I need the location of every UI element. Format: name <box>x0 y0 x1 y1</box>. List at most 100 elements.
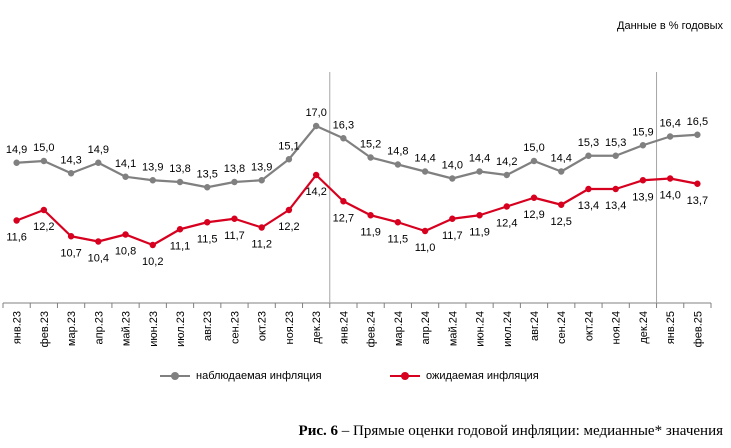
data-point-observed <box>40 157 48 165</box>
data-point-expected <box>149 241 156 249</box>
x-tick-label: авг.24 <box>529 311 541 341</box>
legend-swatch-observed <box>160 371 190 381</box>
x-tick-label: фев.25 <box>692 311 704 347</box>
data-point-observed <box>258 177 265 184</box>
data-label-observed: 16,5 <box>687 116 708 128</box>
data-label-observed: 14,3 <box>60 154 81 166</box>
data-point-expected <box>285 206 293 214</box>
data-point-observed <box>421 168 429 175</box>
data-label-observed: 16,4 <box>659 118 680 130</box>
data-point-observed <box>122 173 129 180</box>
data-point-observed <box>558 168 565 175</box>
data-label-expected: 13,4 <box>578 200 599 212</box>
x-tick-label: май.23 <box>121 311 133 346</box>
data-point-observed <box>231 178 238 186</box>
data-label-observed: 13,9 <box>251 161 272 173</box>
data-point-expected <box>258 224 265 231</box>
data-point-observed <box>503 171 510 179</box>
x-tick-label: янв.25 <box>665 311 677 344</box>
data-point-observed <box>585 152 592 159</box>
data-label-observed: 15,3 <box>605 137 626 149</box>
series-line-observed <box>16 124 698 189</box>
data-label-expected: 12,7 <box>333 212 354 224</box>
data-label-expected: 14,2 <box>305 186 326 198</box>
figure-caption: Рис. 6 – Прямые оценки годовой инфляции:… <box>299 423 723 440</box>
data-label-expected: 11,1 <box>170 240 191 252</box>
x-tick-label: сен.23 <box>229 311 241 344</box>
x-tick-label: июн.23 <box>148 311 160 347</box>
data-point-expected <box>639 177 647 184</box>
data-label-observed: 15,3 <box>578 137 599 149</box>
data-point-expected <box>231 215 238 222</box>
legend-item-observed: наблюдаемая инфляция <box>160 370 322 382</box>
data-point-observed <box>176 178 184 186</box>
legend-label-observed: наблюдаемая инфляция <box>196 370 322 382</box>
data-point-expected <box>13 217 20 224</box>
data-point-expected <box>694 180 701 187</box>
x-tick-label: янв.24 <box>338 311 350 344</box>
data-point-expected <box>394 219 402 226</box>
data-point-observed <box>449 175 456 182</box>
x-tick-label: дек.24 <box>638 311 650 344</box>
data-point-observed <box>149 177 156 184</box>
data-label-expected: 11,9 <box>360 226 381 238</box>
data-point-observed <box>204 184 211 191</box>
units-note: Данные в % годовых <box>617 20 723 32</box>
x-tick-label: май.24 <box>447 311 459 346</box>
data-label-observed: 17,0 <box>305 107 326 119</box>
data-point-observed <box>639 142 647 149</box>
data-point-observed <box>476 168 483 175</box>
data-label-expected: 13,4 <box>605 200 626 212</box>
data-label-observed: 14,2 <box>496 156 517 168</box>
data-point-observed <box>394 161 402 168</box>
data-point-observed <box>530 157 538 165</box>
data-label-observed: 13,8 <box>169 163 190 175</box>
x-tick-label: окт.24 <box>583 311 595 341</box>
data-label-observed: 15,1 <box>278 140 299 152</box>
data-label-expected: 12,2 <box>278 221 299 233</box>
data-point-expected <box>449 215 456 222</box>
data-point-expected <box>558 201 565 208</box>
data-label-expected: 11,7 <box>442 230 463 242</box>
data-point-expected <box>340 198 347 205</box>
data-label-expected: 11,0 <box>415 242 436 254</box>
data-label-observed: 14,4 <box>469 153 490 165</box>
inflation-line-chart: янв.23 фев.23 мар.23 апр.23 май.23 июн.23 июл.… <box>2 72 712 347</box>
data-label-observed: 15,2 <box>360 139 381 151</box>
data-point-observed <box>13 159 20 166</box>
caption-text: – Прямые оценки годовой инфляции: медиан… <box>338 423 723 439</box>
data-label-observed: 14,4 <box>414 153 435 165</box>
x-tick-label: июл.23 <box>175 311 187 347</box>
x-tick-label: июн.24 <box>475 311 487 347</box>
data-point-expected <box>666 175 674 182</box>
data-label-observed: 15,0 <box>523 142 544 154</box>
data-label-observed: 16,3 <box>333 119 354 131</box>
data-point-expected <box>67 233 75 240</box>
data-label-observed: 13,9 <box>142 161 163 173</box>
x-tick-label: мар.24 <box>393 311 405 346</box>
legend-label-expected: ожидаемая инфляция <box>426 370 539 382</box>
data-label-expected: 12,4 <box>496 218 517 230</box>
data-point-observed <box>694 131 701 138</box>
data-label-observed: 15,9 <box>632 126 653 138</box>
data-label-expected: 10,7 <box>60 247 81 259</box>
x-tick-label: апр.24 <box>420 311 432 344</box>
data-point-observed <box>340 135 347 142</box>
data-point-observed <box>612 152 619 159</box>
data-label-expected: 13,7 <box>687 195 708 207</box>
legend-swatch-expected <box>390 371 420 381</box>
data-label-observed: 14,9 <box>88 144 109 156</box>
data-point-expected <box>530 194 538 201</box>
data-point-expected <box>122 231 129 238</box>
data-label-expected: 12,2 <box>33 221 54 233</box>
data-label-expected: 10,8 <box>115 246 136 258</box>
x-tick-label: ноя.24 <box>611 311 623 344</box>
data-point-expected <box>40 206 48 214</box>
data-label-expected: 11,6 <box>6 232 27 244</box>
data-label-expected: 11,5 <box>197 233 218 245</box>
x-tick-label: мар.23 <box>66 311 78 346</box>
x-tick-label: янв.23 <box>12 311 24 344</box>
x-tick-label: дек.23 <box>311 311 323 344</box>
x-tick-label: фев.24 <box>366 311 378 347</box>
x-tick-label: ноя.23 <box>284 311 296 344</box>
